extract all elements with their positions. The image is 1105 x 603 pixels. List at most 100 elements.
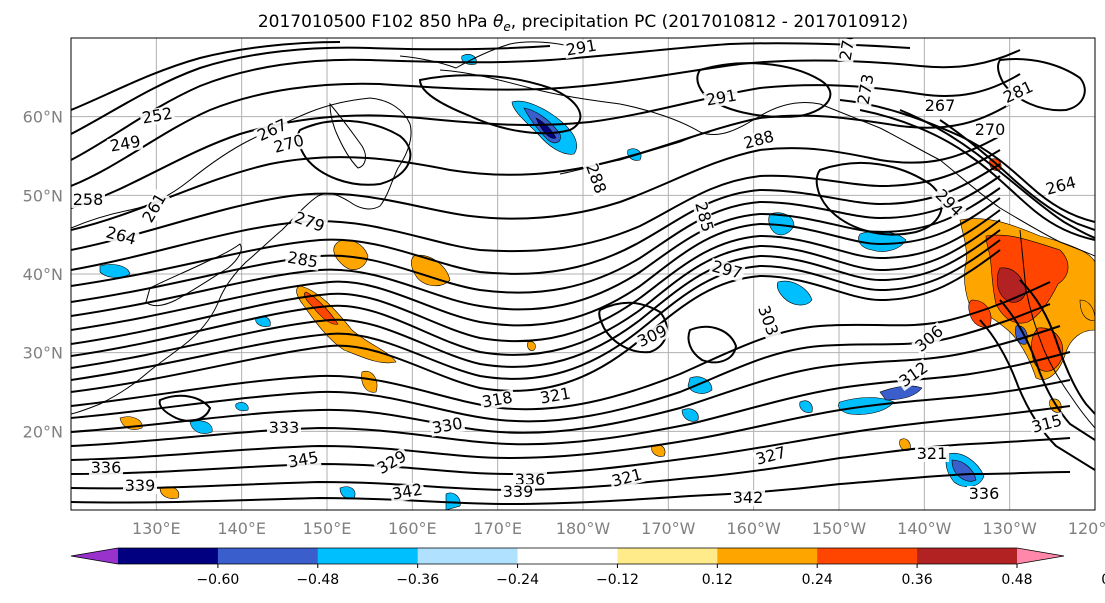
svg-text:267: 267 (925, 96, 956, 115)
contour-label: 270 (973, 120, 1007, 139)
precip-positive-patch (527, 341, 536, 351)
colorbar-tick-label: −0.36 (396, 572, 439, 588)
contour-line (71, 437, 1071, 492)
contour-line (71, 239, 1001, 381)
contour-line (71, 219, 1001, 357)
colorbar-cell (717, 548, 818, 564)
svg-text:339: 339 (125, 476, 156, 495)
svg-text:321: 321 (917, 444, 948, 463)
coastline-alaska (439, 69, 1095, 257)
lat-tick-label: 30°N (23, 344, 63, 363)
contour-line (71, 149, 1001, 271)
contour-line (71, 325, 1061, 434)
contour-line (71, 41, 341, 111)
colorbar-tick-label: 0.12 (702, 572, 733, 588)
contour-label: 339 (501, 482, 535, 501)
lat-tick-label: 60°N (23, 108, 63, 127)
lat-tick-label: 40°N (23, 265, 63, 284)
lon-tick-label: 130°E (132, 519, 181, 538)
contour-line (899, 109, 1095, 239)
contour-label: 342 (389, 480, 426, 504)
contour-line (999, 299, 1095, 441)
contour-line (418, 74, 582, 135)
contour-label: 336 (89, 458, 123, 477)
colorbar-extend-low (71, 548, 118, 564)
colorbar-cell (617, 548, 718, 564)
contour-line (598, 301, 668, 354)
contour-label: 276 (836, 29, 860, 64)
precip-negative-patch (681, 408, 699, 422)
colorbar-tick-label: 0.60 (1101, 572, 1105, 588)
precip-negative-patch (951, 459, 977, 482)
contour-label: 333 (267, 418, 301, 437)
precip-positive-patch (333, 239, 369, 270)
colorbar-tick-label: 0.24 (802, 572, 833, 588)
colorbar-tick-label: −0.60 (196, 572, 239, 588)
contour-line (71, 379, 1071, 461)
precip-negative-shading (99, 54, 1028, 510)
contour-label: 281 (999, 77, 1038, 107)
lon-tick-label: 140°W (897, 519, 952, 538)
svg-text:276: 276 (836, 29, 860, 62)
contour-line (71, 49, 1021, 187)
lon-tick-label: 150°W (812, 519, 867, 538)
contour-line (71, 45, 551, 135)
contour-label: 273 (854, 71, 878, 108)
svg-text:333: 333 (269, 418, 300, 437)
contour-line (815, 161, 943, 236)
contour-line (297, 119, 412, 186)
svg-text:291: 291 (565, 36, 598, 60)
colorbar-cell (517, 548, 618, 564)
colorbar: −0.60 −0.48 −0.36 −0.24 −0.12 0.12 0.24 0.36 0.4… (70, 547, 1105, 588)
lon-tick-label: 180°W (556, 519, 611, 538)
contour-line (71, 187, 1001, 317)
precip-negative-patch (235, 402, 249, 412)
coastline-bering (399, 41, 571, 69)
figure-title: 2017010500 F102 850 hPa θe, precipitatio… (258, 12, 908, 34)
map-frame (70, 37, 1096, 511)
lon-tick-label: 170°W (641, 519, 696, 538)
contour-label: 339 (123, 476, 157, 495)
contour-line (158, 394, 212, 422)
contour-line (71, 471, 1071, 506)
svg-text:342: 342 (733, 488, 764, 507)
svg-text:336: 336 (91, 458, 122, 477)
lat-tick-label: 50°N (23, 186, 63, 205)
lon-tick-label: 160°E (388, 519, 437, 538)
lon-tick-label: 160°W (726, 519, 781, 538)
svg-text:270: 270 (975, 120, 1006, 139)
coastline-kamchatka (329, 102, 366, 169)
precip-negative-patch (879, 385, 923, 401)
colorbar-cell (317, 548, 419, 564)
precip-negative-patch (776, 280, 813, 306)
svg-text:258: 258 (73, 190, 104, 209)
svg-text:339: 339 (503, 482, 534, 501)
contour-label: 291 (703, 86, 740, 110)
lat-tick-label: 20°N (23, 422, 63, 441)
colorbar-tick-label: 0.48 (1001, 572, 1032, 588)
contour-line (71, 103, 1011, 231)
colorbar-tick-label: −0.24 (496, 572, 539, 588)
precip-positive-patch (996, 267, 1027, 303)
precip-negative-patch (99, 264, 131, 278)
colorbar-tick-label: −0.48 (296, 572, 339, 588)
contour-line (71, 73, 1021, 209)
precip-positive-patch (361, 370, 378, 393)
lon-tick-label: 150°E (303, 519, 352, 538)
contour-label: 336 (967, 484, 1001, 503)
contour-label: 321 (915, 444, 949, 463)
lon-tick-label: 120°W (1068, 519, 1105, 538)
colorbar-tick-labels: −0.60 −0.48 −0.36 −0.24 −0.12 0.12 0.24 0.36 0.4… (196, 564, 1105, 588)
longitude-tick-labels: 130°E 140°E 150°E 160°E 170°E 180°W 170°W 160°W… (132, 519, 1105, 538)
contour-line (979, 319, 1095, 471)
precip-positive-patch (1079, 299, 1095, 321)
colorbar-tick-label: 0.36 (902, 572, 933, 588)
contour-label: 267 (923, 96, 957, 115)
contour-line (71, 135, 1001, 251)
contour-label: 342 (731, 488, 765, 507)
precip-negative-patch (189, 420, 213, 434)
colorbar-extend-high (1017, 548, 1064, 564)
